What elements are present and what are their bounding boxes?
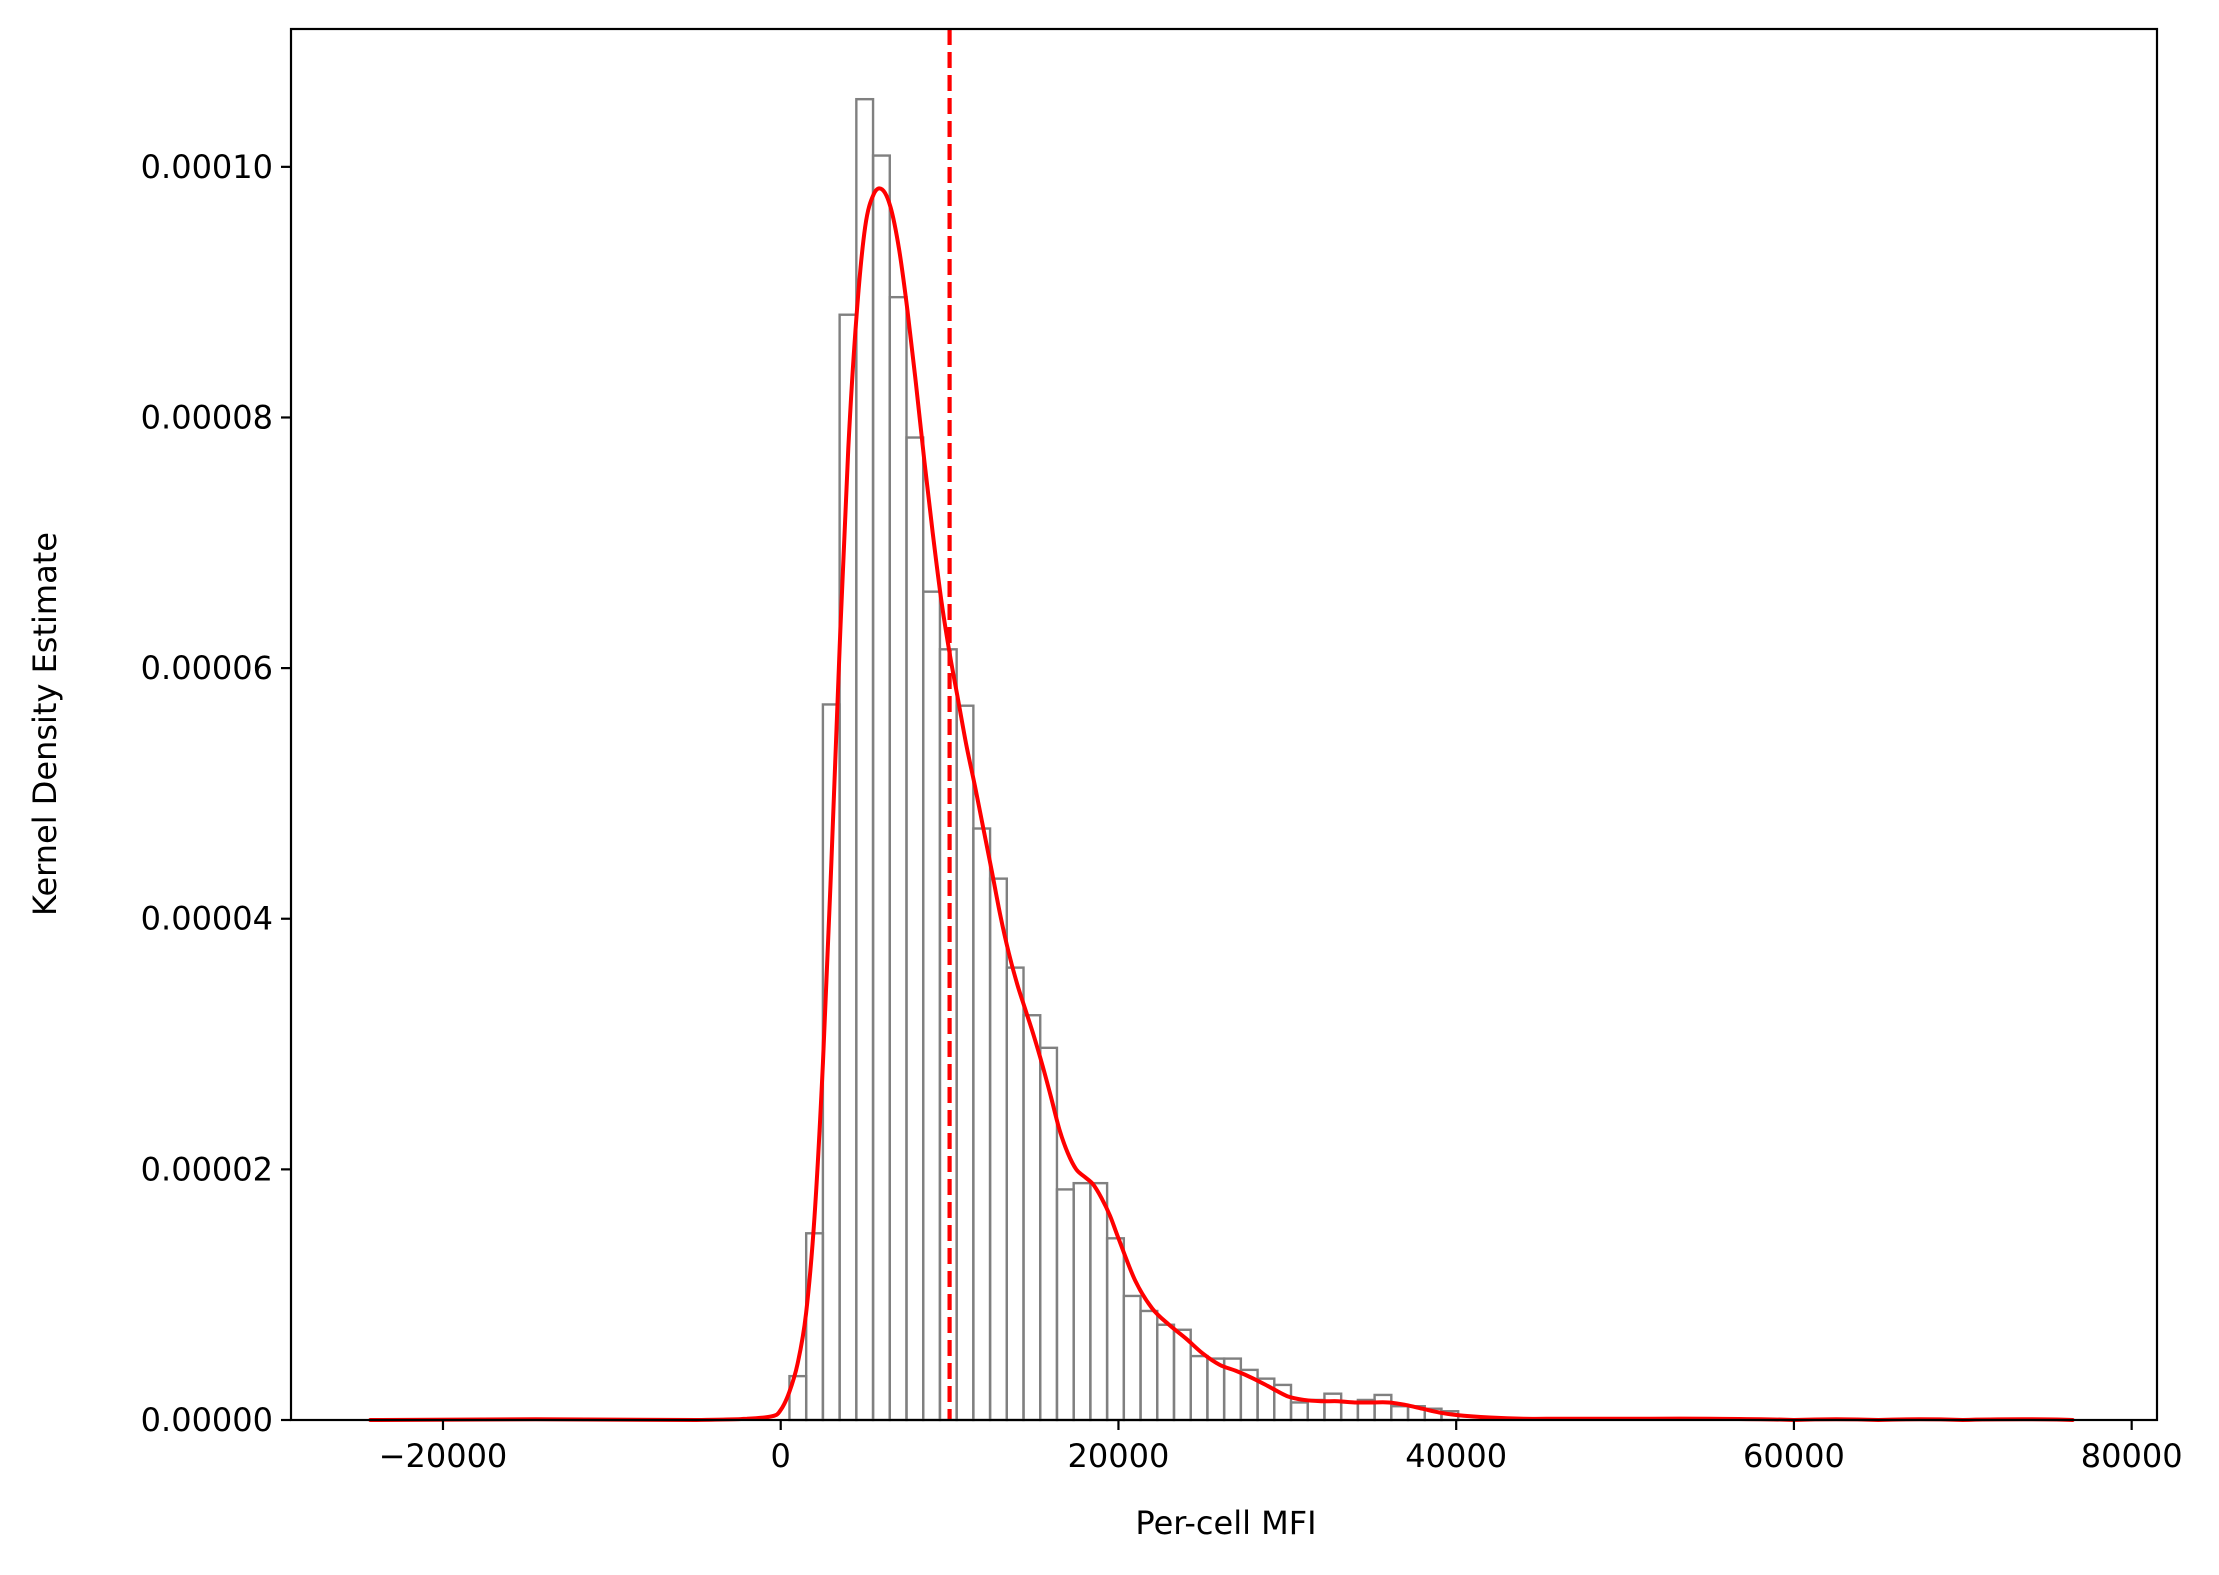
x-tick-label: 40000 xyxy=(1405,1437,1507,1475)
x-tick-label: 20000 xyxy=(1068,1437,1170,1475)
y-tick-label: 0.00010 xyxy=(141,148,273,186)
x-axis-ticks: −20000 0 20000 40000 60000 80000 xyxy=(379,1420,2183,1475)
kde-line xyxy=(368,186,2075,1422)
y-tick-label: 0.00004 xyxy=(141,900,273,938)
y-axis-ticks: 0.00000 0.00002 0.00004 0.00006 0.00008 0.000… xyxy=(141,148,291,1439)
y-tick-label: 0.00000 xyxy=(141,1401,273,1439)
y-tick-label: 0.00006 xyxy=(141,649,273,687)
x-tick-label: −20000 xyxy=(379,1437,508,1475)
x-tick-label: 80000 xyxy=(2081,1437,2183,1475)
x-tick-label: 60000 xyxy=(1743,1437,1845,1475)
kde-layer xyxy=(368,186,2075,1422)
axes-frame xyxy=(289,27,2159,1422)
y-tick-label: 0.00008 xyxy=(141,398,273,436)
y-tick-label: 0.00002 xyxy=(141,1150,273,1188)
x-axis-label: Per-cell MFI xyxy=(1135,1504,1316,1542)
y-axis-label: Kernel Density Estimate xyxy=(26,532,64,916)
x-tick-label: 0 xyxy=(771,1437,791,1475)
